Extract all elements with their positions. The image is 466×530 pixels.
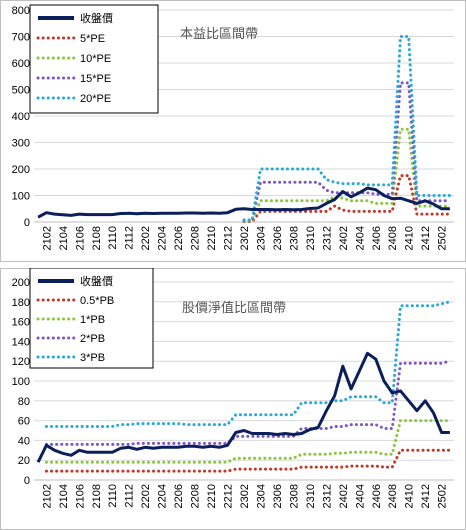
legend: 收盤價 5*PE 10*PE 15*PE 20*PE (29, 4, 159, 114)
legend-label: 20*PE (80, 93, 111, 105)
x-tick-label: 2210 (206, 484, 218, 508)
y-tick-label: 80 (18, 396, 30, 408)
pb-band-chart: 0 20 40 60 80 100 120 140 160 180 200 2102 2104 2106 2… (0, 268, 466, 530)
y-tick-label: 300 (12, 138, 30, 150)
x-tick-label: 2302 (239, 484, 251, 508)
x-tick-label: 2102 (41, 484, 53, 508)
x-tick-label: 2110 (107, 484, 119, 508)
x-tick-label: 2206 (173, 484, 185, 508)
x-tick-label: 2302 (239, 226, 251, 250)
x-tick-label: 2406 (371, 226, 383, 250)
y-tick-label: 600 (12, 58, 30, 70)
x-tick-label: 2112 (124, 226, 136, 250)
x-tick-label: 2202 (140, 484, 152, 508)
x-tick-label: 2410 (404, 226, 416, 250)
series-line-band-1 (44, 448, 452, 473)
y-tick-label: 180 (12, 297, 30, 309)
legend-box (29, 268, 154, 369)
x-tick-label: 2406 (371, 484, 383, 508)
legend-label: 收盤價 (80, 274, 113, 288)
series-line-band-4 (242, 35, 452, 222)
legend: 收盤價 0.5*PB 1*PB 2*PB 3*PB (29, 268, 154, 369)
y-tick-label: 40 (18, 435, 30, 447)
chart-title: 股價淨值比區間帶 (182, 300, 286, 315)
legend-label: 1*PB (80, 314, 105, 326)
x-tick-label: 2104 (58, 226, 70, 250)
pe-band-chart: 0 100 200 300 400 500 600 700 800 2102 2104 2106 210… (0, 0, 466, 262)
x-tick-label: 2304 (255, 484, 267, 508)
x-tick-label: 2402 (338, 226, 350, 250)
x-tick-label: 2408 (387, 226, 399, 250)
y-tick-label: 100 (12, 376, 30, 388)
x-tick-label: 2102 (41, 226, 53, 250)
series-line-band-3 (44, 359, 452, 446)
x-tick-label: 2204 (157, 226, 169, 250)
x-tick-label: 2106 (74, 226, 86, 250)
y-tick-label: 60 (18, 416, 30, 428)
legend-label: 10*PE (80, 53, 111, 65)
x-tick-label: 2306 (272, 226, 284, 250)
x-tick-label: 2212 (223, 226, 235, 250)
x-tick-label: 2410 (404, 484, 416, 508)
y-tick-label: 120 (12, 356, 30, 368)
series-line-close-price (36, 351, 450, 463)
x-tick-label: 2108 (91, 484, 103, 508)
legend-label: 3*PB (80, 352, 105, 364)
y-tick-label: 200 (12, 164, 30, 176)
y-tick-label: 0 (24, 217, 30, 229)
y-tick-label: 700 (12, 32, 30, 44)
x-tick-label: 2310 (305, 484, 317, 508)
x-tick-label: 2310 (305, 226, 317, 250)
y-tick-label: 400 (12, 111, 30, 123)
legend-label: 0.5*PB (80, 295, 114, 307)
legend-label: 15*PE (80, 73, 111, 85)
x-tick-label: 2204 (157, 484, 169, 508)
x-tick-label: 2402 (338, 484, 350, 508)
x-tick-label: 2408 (387, 484, 399, 508)
series-line-band-2 (44, 419, 452, 464)
x-tick-label: 2308 (288, 484, 300, 508)
legend-box (29, 4, 159, 114)
x-tick-label: 2104 (58, 484, 70, 508)
legend-label: 收盤價 (80, 11, 113, 25)
x-tick-label: 2112 (124, 484, 136, 508)
y-tick-label: 0 (24, 475, 30, 487)
x-tick-label: 2412 (420, 484, 432, 508)
x-tick-label: 2202 (140, 226, 152, 250)
y-tick-label: 20 (18, 455, 30, 467)
series-line-band-1 (242, 174, 452, 223)
y-tick-label: 100 (12, 191, 30, 203)
y-tick-label: 160 (12, 317, 30, 329)
x-tick-label: 2210 (206, 226, 218, 250)
chart-title: 本益比區間帶 (180, 26, 258, 41)
y-tick-label: 140 (12, 336, 30, 348)
x-tick-label: 2404 (354, 484, 366, 508)
series-line-band-4 (44, 300, 452, 428)
x-tick-label: 2412 (420, 226, 432, 250)
x-tick-label: 2404 (354, 226, 366, 250)
y-tick-label: 800 (12, 5, 30, 17)
x-tick-label: 2106 (74, 484, 86, 508)
legend-label: 5*PE (80, 33, 105, 45)
x-tick-label: 2212 (223, 484, 235, 508)
x-tick-label: 2502 (437, 484, 449, 508)
x-tick-label: 2208 (190, 226, 202, 250)
x-tick-label: 2208 (190, 484, 202, 508)
x-tick-label: 2306 (272, 484, 284, 508)
y-tick-label: 500 (12, 85, 30, 97)
x-tick-label: 2108 (91, 226, 103, 250)
x-tick-label: 2110 (107, 226, 119, 250)
x-tick-label: 2312 (321, 226, 333, 250)
legend-label: 2*PB (80, 333, 105, 345)
series-line-close-price (37, 186, 450, 219)
y-tick-label: 200 (12, 277, 30, 289)
x-tick-label: 2304 (255, 226, 267, 250)
x-tick-label: 2502 (437, 226, 449, 250)
x-tick-label: 2206 (173, 226, 185, 250)
x-tick-label: 2308 (288, 226, 300, 250)
x-tick-label: 2312 (321, 484, 333, 508)
